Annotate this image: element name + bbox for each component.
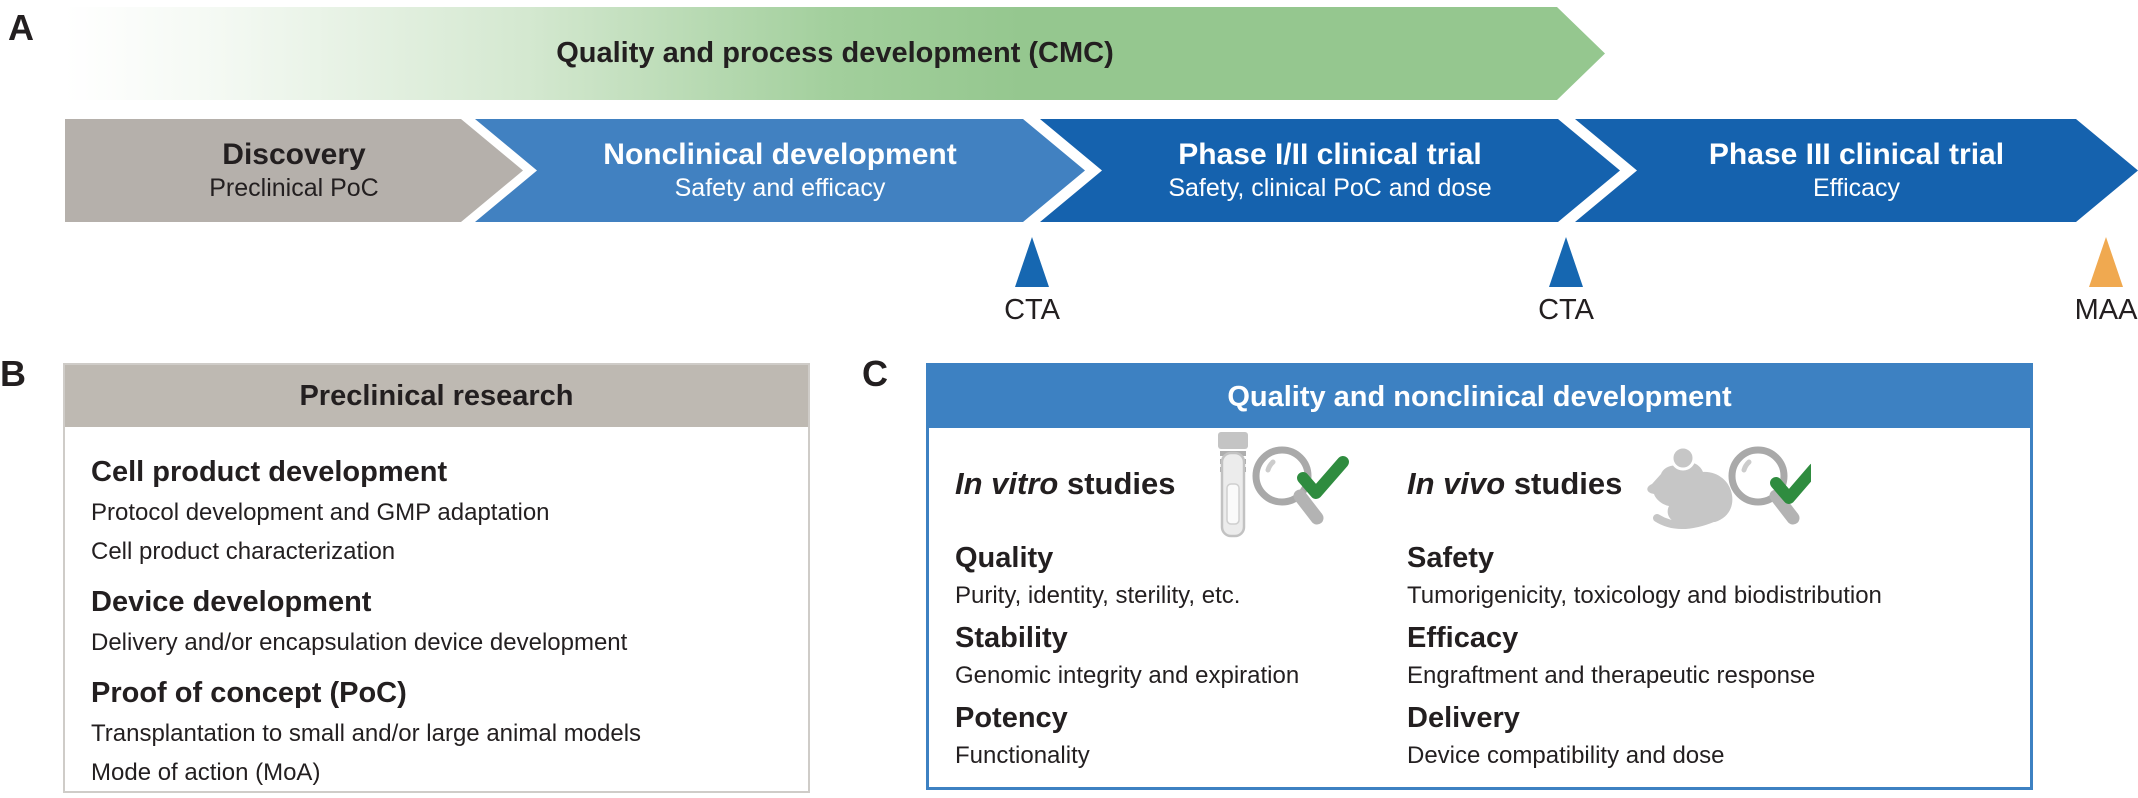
- milestone-maa-2: MAA: [2046, 237, 2138, 327]
- stage-title: Phase III clinical trial: [1708, 138, 2005, 171]
- section-cell-product-development: Cell product development Protocol develop…: [91, 451, 784, 571]
- panel-b-label: B: [0, 353, 26, 394]
- section-heading: Delivery: [1407, 702, 1520, 734]
- quality-nonclinical-body: In vitro studies Quality Purity, identity,…: [929, 428, 2030, 788]
- section-safety: Safety Tumorigenicity, toxicology and bio…: [1407, 538, 2007, 614]
- milestone-cta-1: CTA: [1506, 237, 1626, 327]
- studies-title-italic: In vivo: [1407, 466, 1506, 501]
- section-quality: Quality Purity, identity, sterility, etc.: [955, 538, 1425, 614]
- studies-title-row: In vitro studies: [955, 432, 1425, 538]
- milestone-triangle-icon: [1549, 237, 1583, 287]
- section-line: Delivery and/or encapsulation device dev…: [91, 629, 628, 656]
- stage-title: Discovery: [222, 138, 366, 171]
- section-line: Engraftment and therapeutic response: [1407, 662, 1816, 689]
- quality-nonclinical-panel: Quality and nonclinical development In v…: [926, 363, 2033, 790]
- milestone-triangle-icon: [1015, 237, 1049, 287]
- stage-phase-i-ii-clinical-trial: Phase I/II clinical trial Safety, clinica…: [1040, 119, 1620, 222]
- section-heading: Proof of concept (PoC): [91, 677, 407, 709]
- studies-title-rest: studies: [1505, 466, 1623, 501]
- section-potency: Potency Functionality: [955, 698, 1425, 774]
- section-line: Protocol development and GMP adaptation: [91, 499, 550, 526]
- studies-title-rest: studies: [1058, 466, 1176, 501]
- section-line: Mode of action (MoA): [91, 759, 321, 786]
- section-proof-of-concept-poc-: Proof of concept (PoC) Transplantation to…: [91, 672, 784, 792]
- milestone-triangle-icon: [2089, 237, 2123, 287]
- milestone-label: CTA: [1538, 294, 1594, 326]
- milestone-cta-0: CTA: [972, 237, 1092, 327]
- stage-subtitle: Safety, clinical PoC and dose: [1168, 174, 1492, 202]
- test-tube-magnifier-check-icon: [1190, 428, 1350, 540]
- stage-subtitle: Preclinical PoC: [209, 174, 379, 202]
- stage-phase-iii-clinical-trial: Phase III clinical trial Efficacy: [1575, 119, 2138, 222]
- studies-column-in-vivo: In vivo studies Safety Tumorigenicity, tox…: [1407, 434, 2007, 774]
- section-line: Genomic integrity and expiration: [955, 662, 1300, 689]
- cmc-arrow: Quality and process development (CMC): [65, 7, 1605, 100]
- stage-nonclinical-development: Nonclinical development Safety and effica…: [475, 119, 1085, 222]
- section-heading: Device development: [91, 586, 372, 618]
- section-heading: Cell product development: [91, 456, 448, 488]
- milestone-label: MAA: [2074, 294, 2138, 326]
- milestone-label: CTA: [1004, 294, 1060, 326]
- stage-title: Phase I/II clinical trial: [1178, 138, 1482, 171]
- preclinical-research-header: Preclinical research: [65, 365, 808, 427]
- section-heading: Quality: [955, 542, 1054, 574]
- section-delivery: Delivery Device compatibility and dose: [1407, 698, 2007, 774]
- section-heading: Efficacy: [1407, 622, 1519, 654]
- section-line: Transplantation to small and/or large an…: [91, 720, 642, 747]
- cmc-arrow-title: Quality and process development (CMC): [556, 37, 1114, 69]
- section-line: Tumorigenicity, toxicology and biodistri…: [1407, 582, 1882, 609]
- section-device-development: Device development Delivery and/or encaps…: [91, 581, 784, 662]
- studies-column-in-vitro: In vitro studies Quality Purity, identity,…: [955, 432, 1425, 774]
- stage-subtitle: Efficacy: [1812, 174, 1901, 202]
- section-heading: Stability: [955, 622, 1068, 654]
- studies-title: In vivo studies: [1407, 466, 1622, 502]
- stage-subtitle: Safety and efficacy: [674, 174, 886, 202]
- quality-nonclinical-header: Quality and nonclinical development: [929, 366, 2030, 428]
- studies-title-row: In vivo studies: [1407, 434, 2007, 534]
- section-heading: Safety: [1407, 542, 1495, 574]
- stage-discovery: Discovery Preclinical PoC: [65, 119, 523, 222]
- preclinical-research-panel: Preclinical research Cell product develo…: [63, 363, 810, 793]
- preclinical-research-body: Cell product development Protocol develop…: [65, 427, 808, 792]
- section-line: Functionality: [955, 742, 1090, 769]
- section-stability: Stability Genomic integrity and expiratio…: [955, 618, 1425, 694]
- studies-title-italic: In vitro: [955, 466, 1059, 501]
- mouse-magnifier-check-icon: [1636, 428, 1812, 540]
- section-line: Device compatibility and dose: [1407, 742, 1725, 769]
- section-efficacy: Efficacy Engraftment and therapeutic resp…: [1407, 618, 2007, 694]
- stage-title: Nonclinical development: [603, 138, 957, 171]
- studies-title: In vitro studies: [955, 466, 1176, 502]
- panel-c-label: C: [862, 353, 888, 394]
- section-heading: Potency: [955, 702, 1068, 734]
- section-line: Cell product characterization: [91, 538, 396, 565]
- section-line: Purity, identity, sterility, etc.: [955, 582, 1241, 609]
- panel-a-label: A: [8, 7, 34, 48]
